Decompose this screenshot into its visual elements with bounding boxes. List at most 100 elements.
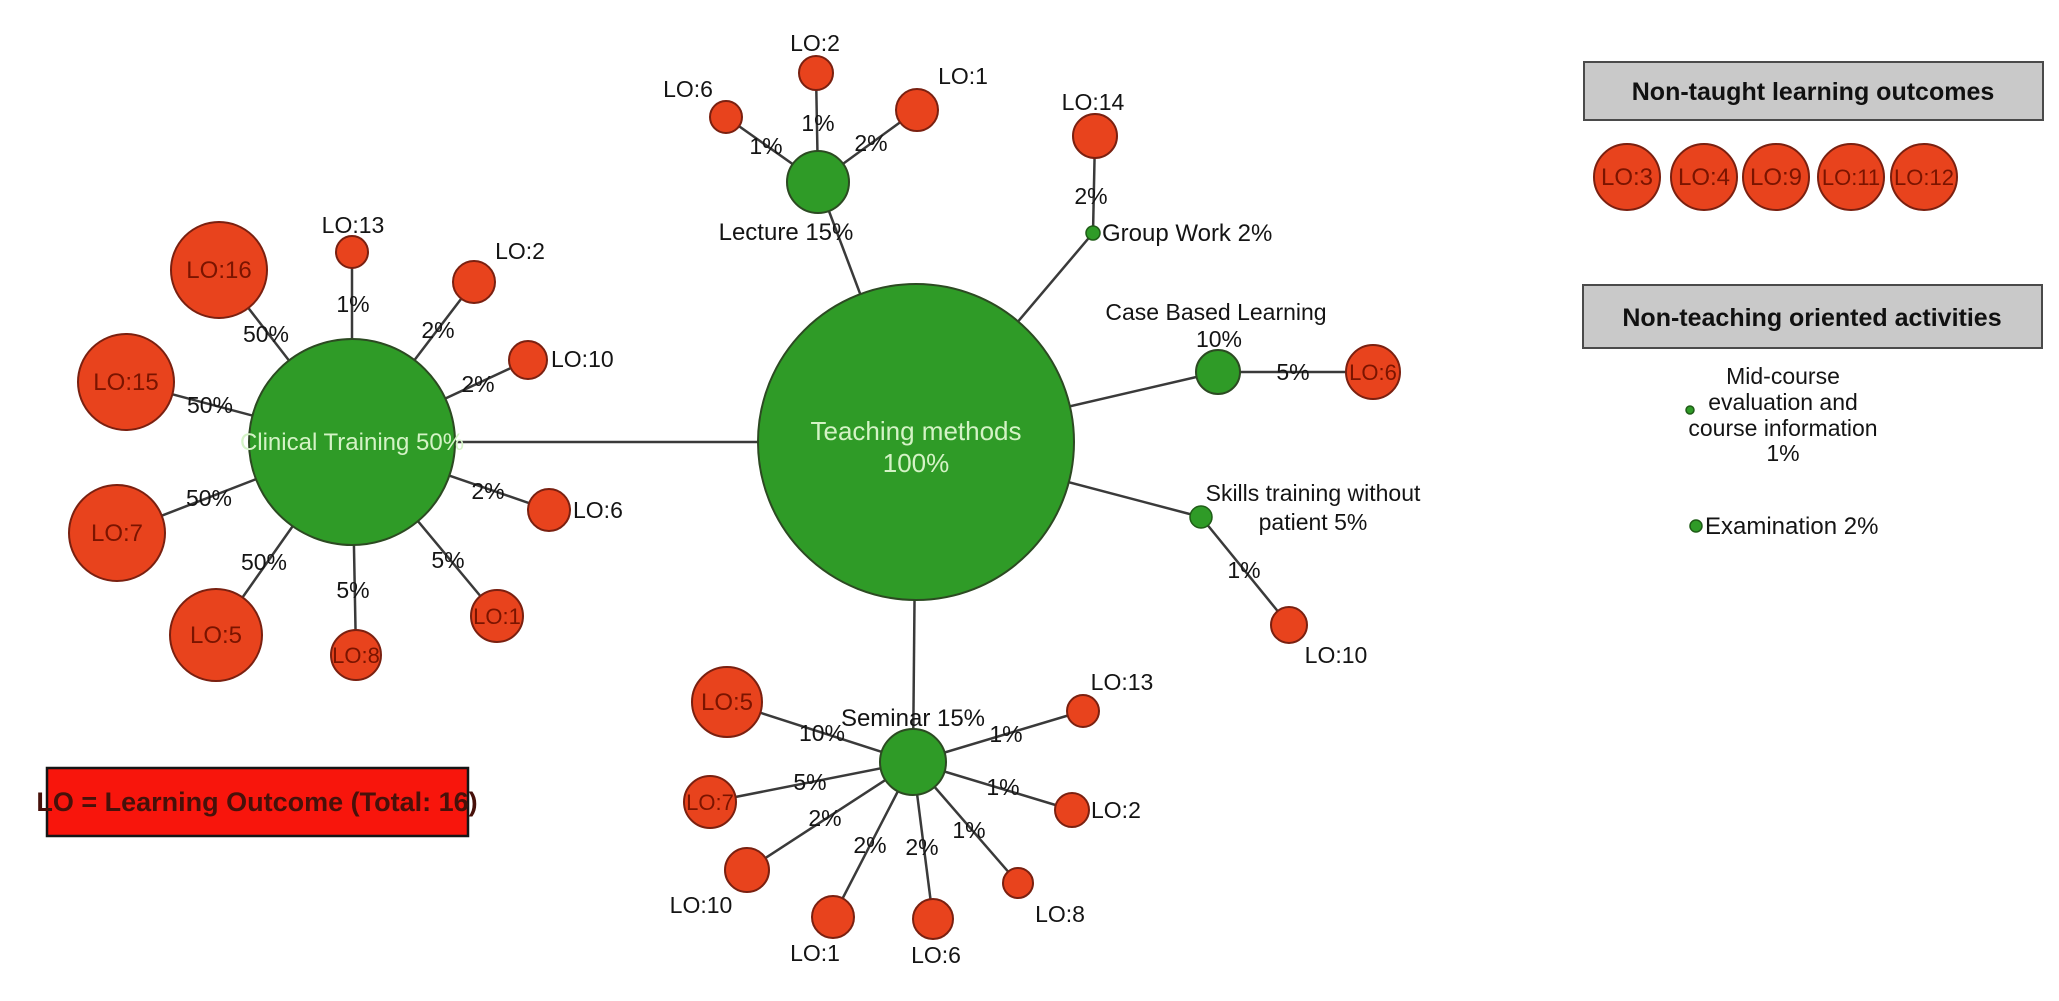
casebased-lo6-label: LO:6 [1349, 360, 1397, 385]
node-lecture-lo2 [798, 55, 834, 91]
node-seminar-lo5 [691, 666, 763, 738]
outcome-nodes [68, 55, 1401, 940]
clinical-lo15-pct: 50% [187, 392, 233, 418]
clinical-lo13-label: LO:13 [322, 212, 385, 238]
seminar-lo5-pct: 10% [799, 720, 845, 746]
node-groupwork-lo14 [1072, 113, 1118, 159]
non-taught-header-box [1583, 61, 2044, 121]
node-clinical-training [248, 338, 456, 546]
seminar-lo7-label: LO:7 [686, 790, 734, 815]
node-seminar-lo10 [724, 847, 770, 893]
node-seminar-lo2 [1054, 792, 1090, 828]
mid-course-label-line1: Mid-course [1726, 363, 1840, 389]
seminar-lo10-label: LO:10 [670, 892, 733, 918]
seminar-lo1-pct: 2% [853, 832, 886, 858]
clinical-lo5-label: LO:5 [190, 622, 242, 649]
lecture-lo2-pct: 1% [801, 110, 834, 136]
non-teaching-header-title: Non-teaching oriented activities [1622, 304, 2001, 332]
legend: LO = Learning Outcome (Total: 16) [36, 766, 478, 838]
lecture-lo1-label: LO:1 [938, 63, 988, 89]
seminar-lo8-label: LO:8 [1035, 901, 1085, 927]
seminar-lo8-pct: 1% [952, 817, 985, 843]
skills-label-line1: Skills training without [1206, 480, 1421, 506]
lecture-lo6-pct: 1% [749, 133, 782, 159]
node-nontaught-lo11 [1817, 143, 1885, 211]
skills-lo10-label: LO:10 [1305, 642, 1368, 668]
legend-text: LO = Learning Outcome (Total: 16) [36, 787, 477, 817]
seminar-label: Seminar 15% [841, 705, 985, 732]
node-group-work [1085, 225, 1101, 241]
node-seminar-lo7 [683, 775, 737, 829]
clinical-lo8-label: LO:8 [332, 643, 380, 668]
skills-lo10-pct: 1% [1227, 557, 1260, 583]
node-clinical-lo1 [470, 589, 524, 643]
link-skills-lo10 [1200, 516, 1290, 626]
method-nodes [248, 150, 1241, 796]
clinical-lo10-pct: 2% [461, 371, 494, 397]
node-clinical-lo5 [169, 588, 263, 682]
node-skills-lo10 [1270, 606, 1308, 644]
groupwork-lo14-pct: 2% [1074, 183, 1107, 209]
lecture-lo2-label: LO:2 [790, 30, 840, 56]
nontaught-lo4-label: LO:4 [1678, 164, 1730, 191]
node-clinical-lo16 [170, 221, 268, 319]
node-seminar [879, 728, 947, 796]
link-seminar-lo7 [709, 760, 914, 804]
nontaught-lo12-label: LO:12 [1894, 165, 1954, 190]
clinical-lo7-pct: 50% [186, 485, 232, 511]
panel-non-teaching: Non-teaching oriented activities Mid-cou… [1582, 284, 2043, 540]
clinical-lo16-pct: 50% [243, 321, 289, 347]
node-nontaught-lo3 [1593, 143, 1661, 211]
panel-non-taught: Non-taught learning outcomes LO:3 LO:4 L… [1583, 61, 2044, 211]
node-nontaught-lo12 [1890, 143, 1958, 211]
node-clinical-lo7 [68, 484, 166, 582]
mid-course-label-line3: course information [1688, 415, 1877, 441]
clinical-lo2-pct: 2% [421, 317, 454, 343]
node-casebased-lo6 [1345, 344, 1401, 400]
clinical-lo6-label: LO:6 [573, 497, 623, 523]
teaching-methods-label-line1: Teaching methods [810, 416, 1021, 446]
node-teaching-methods [757, 283, 1075, 601]
node-mid-course-dot [1685, 405, 1695, 415]
seminar-lo13-label: LO:13 [1091, 669, 1154, 695]
casebased-lo6-pct: 5% [1276, 359, 1309, 385]
lecture-label: Lecture 15% [719, 219, 854, 246]
clinical-lo8-pct: 5% [336, 577, 369, 603]
lecture-lo1-pct: 2% [854, 130, 887, 156]
clinical-lo10-label: LO:10 [551, 346, 614, 372]
node-seminar-lo1 [811, 895, 855, 939]
nontaught-lo11-label: LO:11 [1822, 165, 1880, 190]
node-examination-dot [1689, 519, 1703, 533]
seminar-lo7-pct: 5% [793, 769, 826, 795]
lecture-lo6-label: LO:6 [663, 76, 713, 102]
node-clinical-lo15 [77, 333, 175, 431]
clinical-lo7-label: LO:7 [91, 520, 143, 547]
clinical-lo1-label: LO:1 [473, 604, 521, 629]
nontaught-lo9-label: LO:9 [1750, 164, 1802, 191]
clinical-lo6-pct: 2% [471, 478, 504, 504]
node-seminar-lo6 [912, 898, 954, 940]
clinical-lo1-pct: 5% [431, 547, 464, 573]
node-seminar-lo13 [1066, 694, 1100, 728]
clinical-lo2-label: LO:2 [495, 238, 545, 264]
clinical-training-label: Clinical Training 50% [240, 429, 464, 456]
seminar-lo2-pct: 1% [986, 774, 1019, 800]
seminar-lo10-pct: 2% [808, 805, 841, 831]
node-clinical-lo10 [508, 340, 548, 380]
node-clinical-lo2 [452, 260, 496, 304]
seminar-lo1-label: LO:1 [790, 940, 840, 966]
node-clinical-lo8 [330, 629, 382, 681]
clinical-lo15-label: LO:15 [93, 369, 158, 396]
node-case-based-learning [1195, 349, 1241, 395]
seminar-lo2-label: LO:2 [1091, 797, 1141, 823]
case-based-label-line1: Case Based Learning [1105, 299, 1326, 325]
node-lecture [786, 150, 850, 214]
skills-label-line2: patient 5% [1259, 509, 1368, 535]
node-nontaught-lo4 [1670, 143, 1738, 211]
clinical-lo13-pct: 1% [336, 291, 369, 317]
node-skills-training [1189, 505, 1213, 529]
seminar-lo6-label: LO:6 [911, 942, 961, 968]
groupwork-lo14-label: LO:14 [1062, 89, 1125, 115]
